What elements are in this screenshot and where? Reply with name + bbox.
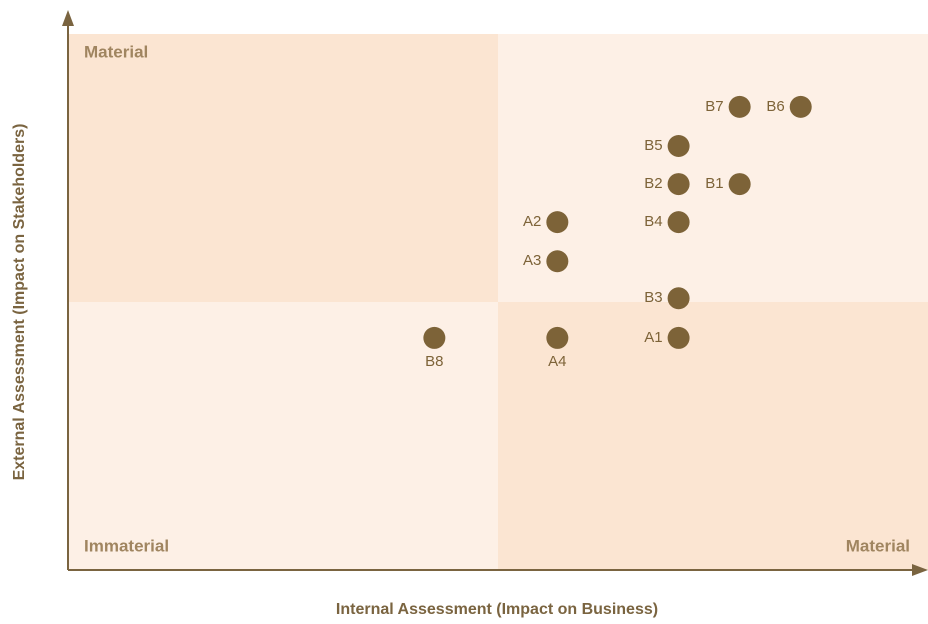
point — [546, 250, 569, 273]
quadrant-label: Material — [846, 536, 910, 555]
point — [546, 326, 569, 349]
point-label: B6 — [766, 98, 784, 115]
point — [728, 173, 751, 196]
point — [667, 173, 690, 196]
point — [667, 211, 690, 234]
point — [667, 326, 690, 349]
point-label: B7 — [705, 98, 723, 115]
point — [546, 211, 569, 234]
point-label: A2 — [523, 213, 541, 230]
y-axis-arrow — [62, 10, 74, 26]
point — [728, 95, 751, 118]
point-label: B8 — [425, 353, 443, 370]
quadrant-label: Immaterial — [84, 536, 169, 555]
point — [667, 135, 690, 158]
point-label: A1 — [644, 329, 662, 346]
quadrant — [498, 34, 928, 302]
quadrant — [68, 302, 498, 570]
point-label: B1 — [705, 175, 723, 192]
point-label: A3 — [523, 252, 541, 269]
quadrant — [498, 302, 928, 570]
point — [667, 287, 690, 310]
point-label: A4 — [548, 353, 566, 370]
y-axis-label: External Assessment (Impact on Stakehold… — [11, 124, 28, 481]
x-axis-label: Internal Assessment (Impact on Business) — [336, 601, 658, 618]
point-label: B3 — [644, 289, 662, 306]
point-label: B4 — [644, 213, 662, 230]
quadrant-label: Material — [84, 42, 148, 61]
point-label: B5 — [644, 137, 662, 154]
quadrant — [68, 34, 498, 302]
point — [789, 95, 812, 118]
point — [423, 326, 446, 349]
x-axis-arrow — [912, 564, 928, 576]
quadrants — [68, 34, 928, 570]
point-label: B2 — [644, 175, 662, 192]
